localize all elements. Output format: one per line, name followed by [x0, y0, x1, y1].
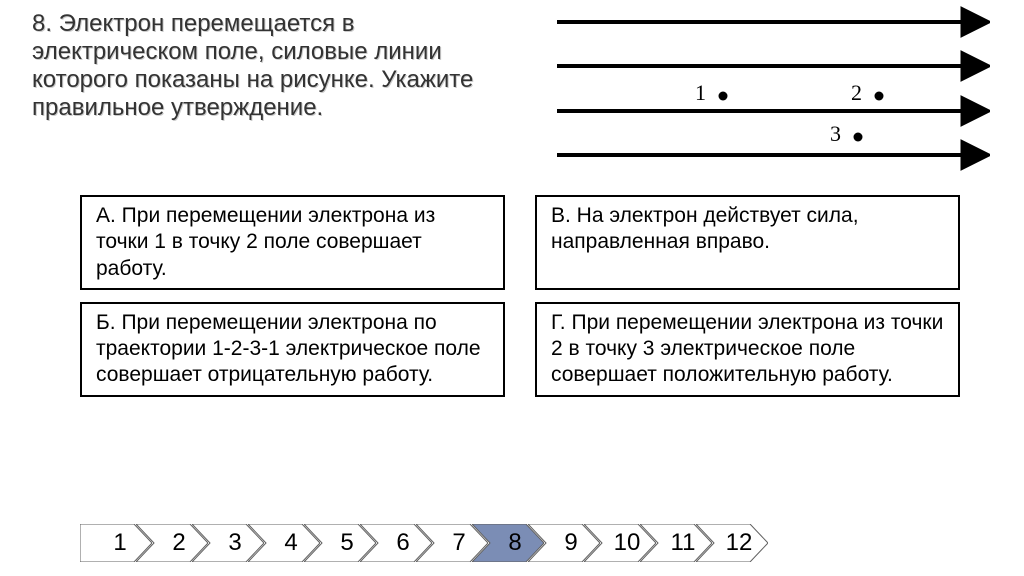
field-arrows — [557, 22, 963, 155]
nav-step-12[interactable]: 12 — [696, 524, 768, 562]
point-2: 2 — [851, 80, 884, 105]
nav-step-label: 6 — [396, 529, 409, 557]
point-3-label: 3 — [830, 121, 841, 146]
answers-grid: А. При перемещении электрона из точки 1 … — [80, 195, 960, 397]
question-block: 8. Электрон перемещается в электрическом… — [32, 10, 502, 122]
nav-step-label: 9 — [564, 529, 577, 557]
nav-step-label: 8 — [508, 529, 521, 557]
answer-G[interactable]: Г. При перемещении электрона из точки 2 … — [535, 302, 960, 397]
nav-row: 123456789101112 — [80, 524, 768, 562]
nav-step-label: 4 — [284, 529, 297, 557]
nav-step-label: 5 — [340, 529, 353, 557]
nav-step-label: 2 — [172, 529, 185, 557]
point-1: 1 — [695, 80, 728, 105]
nav-step-label: 7 — [452, 529, 465, 557]
field-lines-diagram: 1 2 3 — [555, 0, 990, 175]
answer-V[interactable]: В. На электрон действует сила, направлен… — [535, 195, 960, 290]
nav-step-label: 11 — [671, 529, 696, 557]
answer-A[interactable]: А. При перемещении электрона из точки 1 … — [80, 195, 505, 290]
nav-step-label: 3 — [228, 529, 241, 557]
nav-step-label: 1 — [113, 529, 126, 557]
nav-step-label: 10 — [614, 529, 641, 557]
nav-step-label: 12 — [726, 529, 753, 557]
point-3: 3 — [830, 121, 863, 146]
point-1-label: 1 — [695, 80, 706, 105]
answer-B[interactable]: Б. При перемещении электрона по траектор… — [80, 302, 505, 397]
point-2-label: 2 — [851, 80, 862, 105]
question-text: 8. Электрон перемещается в электрическом… — [32, 10, 502, 122]
